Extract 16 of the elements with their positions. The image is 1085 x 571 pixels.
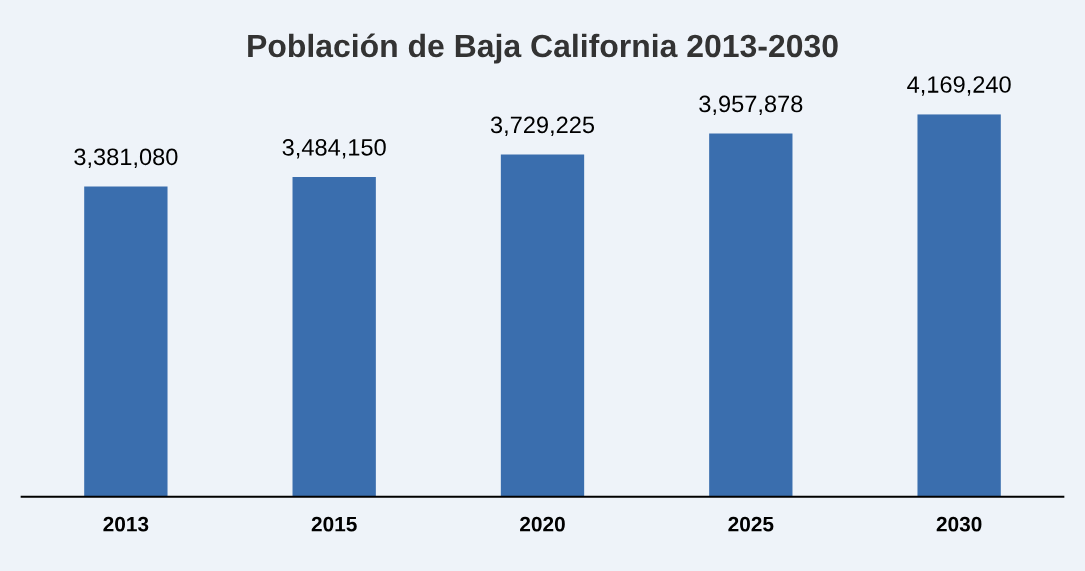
bar	[292, 177, 376, 497]
x-tick-label: 2015	[311, 516, 357, 532]
x-tick-label: 2025	[728, 516, 774, 532]
data-label: 3,729,225	[490, 116, 595, 137]
bar	[709, 133, 793, 497]
data-label: 4,169,240	[907, 76, 1011, 96]
x-tick-label: 2013	[103, 516, 149, 532]
bar	[84, 186, 168, 497]
data-label: 3,957,878	[699, 95, 803, 116]
data-label: 3,484,150	[282, 139, 386, 159]
x-tick-label: 2020	[520, 516, 565, 532]
bar	[500, 154, 585, 497]
data-label: 3,381,080	[74, 148, 178, 168]
chart-title: Población de Baja California 2013-2030	[248, 33, 838, 64]
bar	[917, 114, 1001, 497]
x-tick-label: 2030	[936, 516, 982, 532]
